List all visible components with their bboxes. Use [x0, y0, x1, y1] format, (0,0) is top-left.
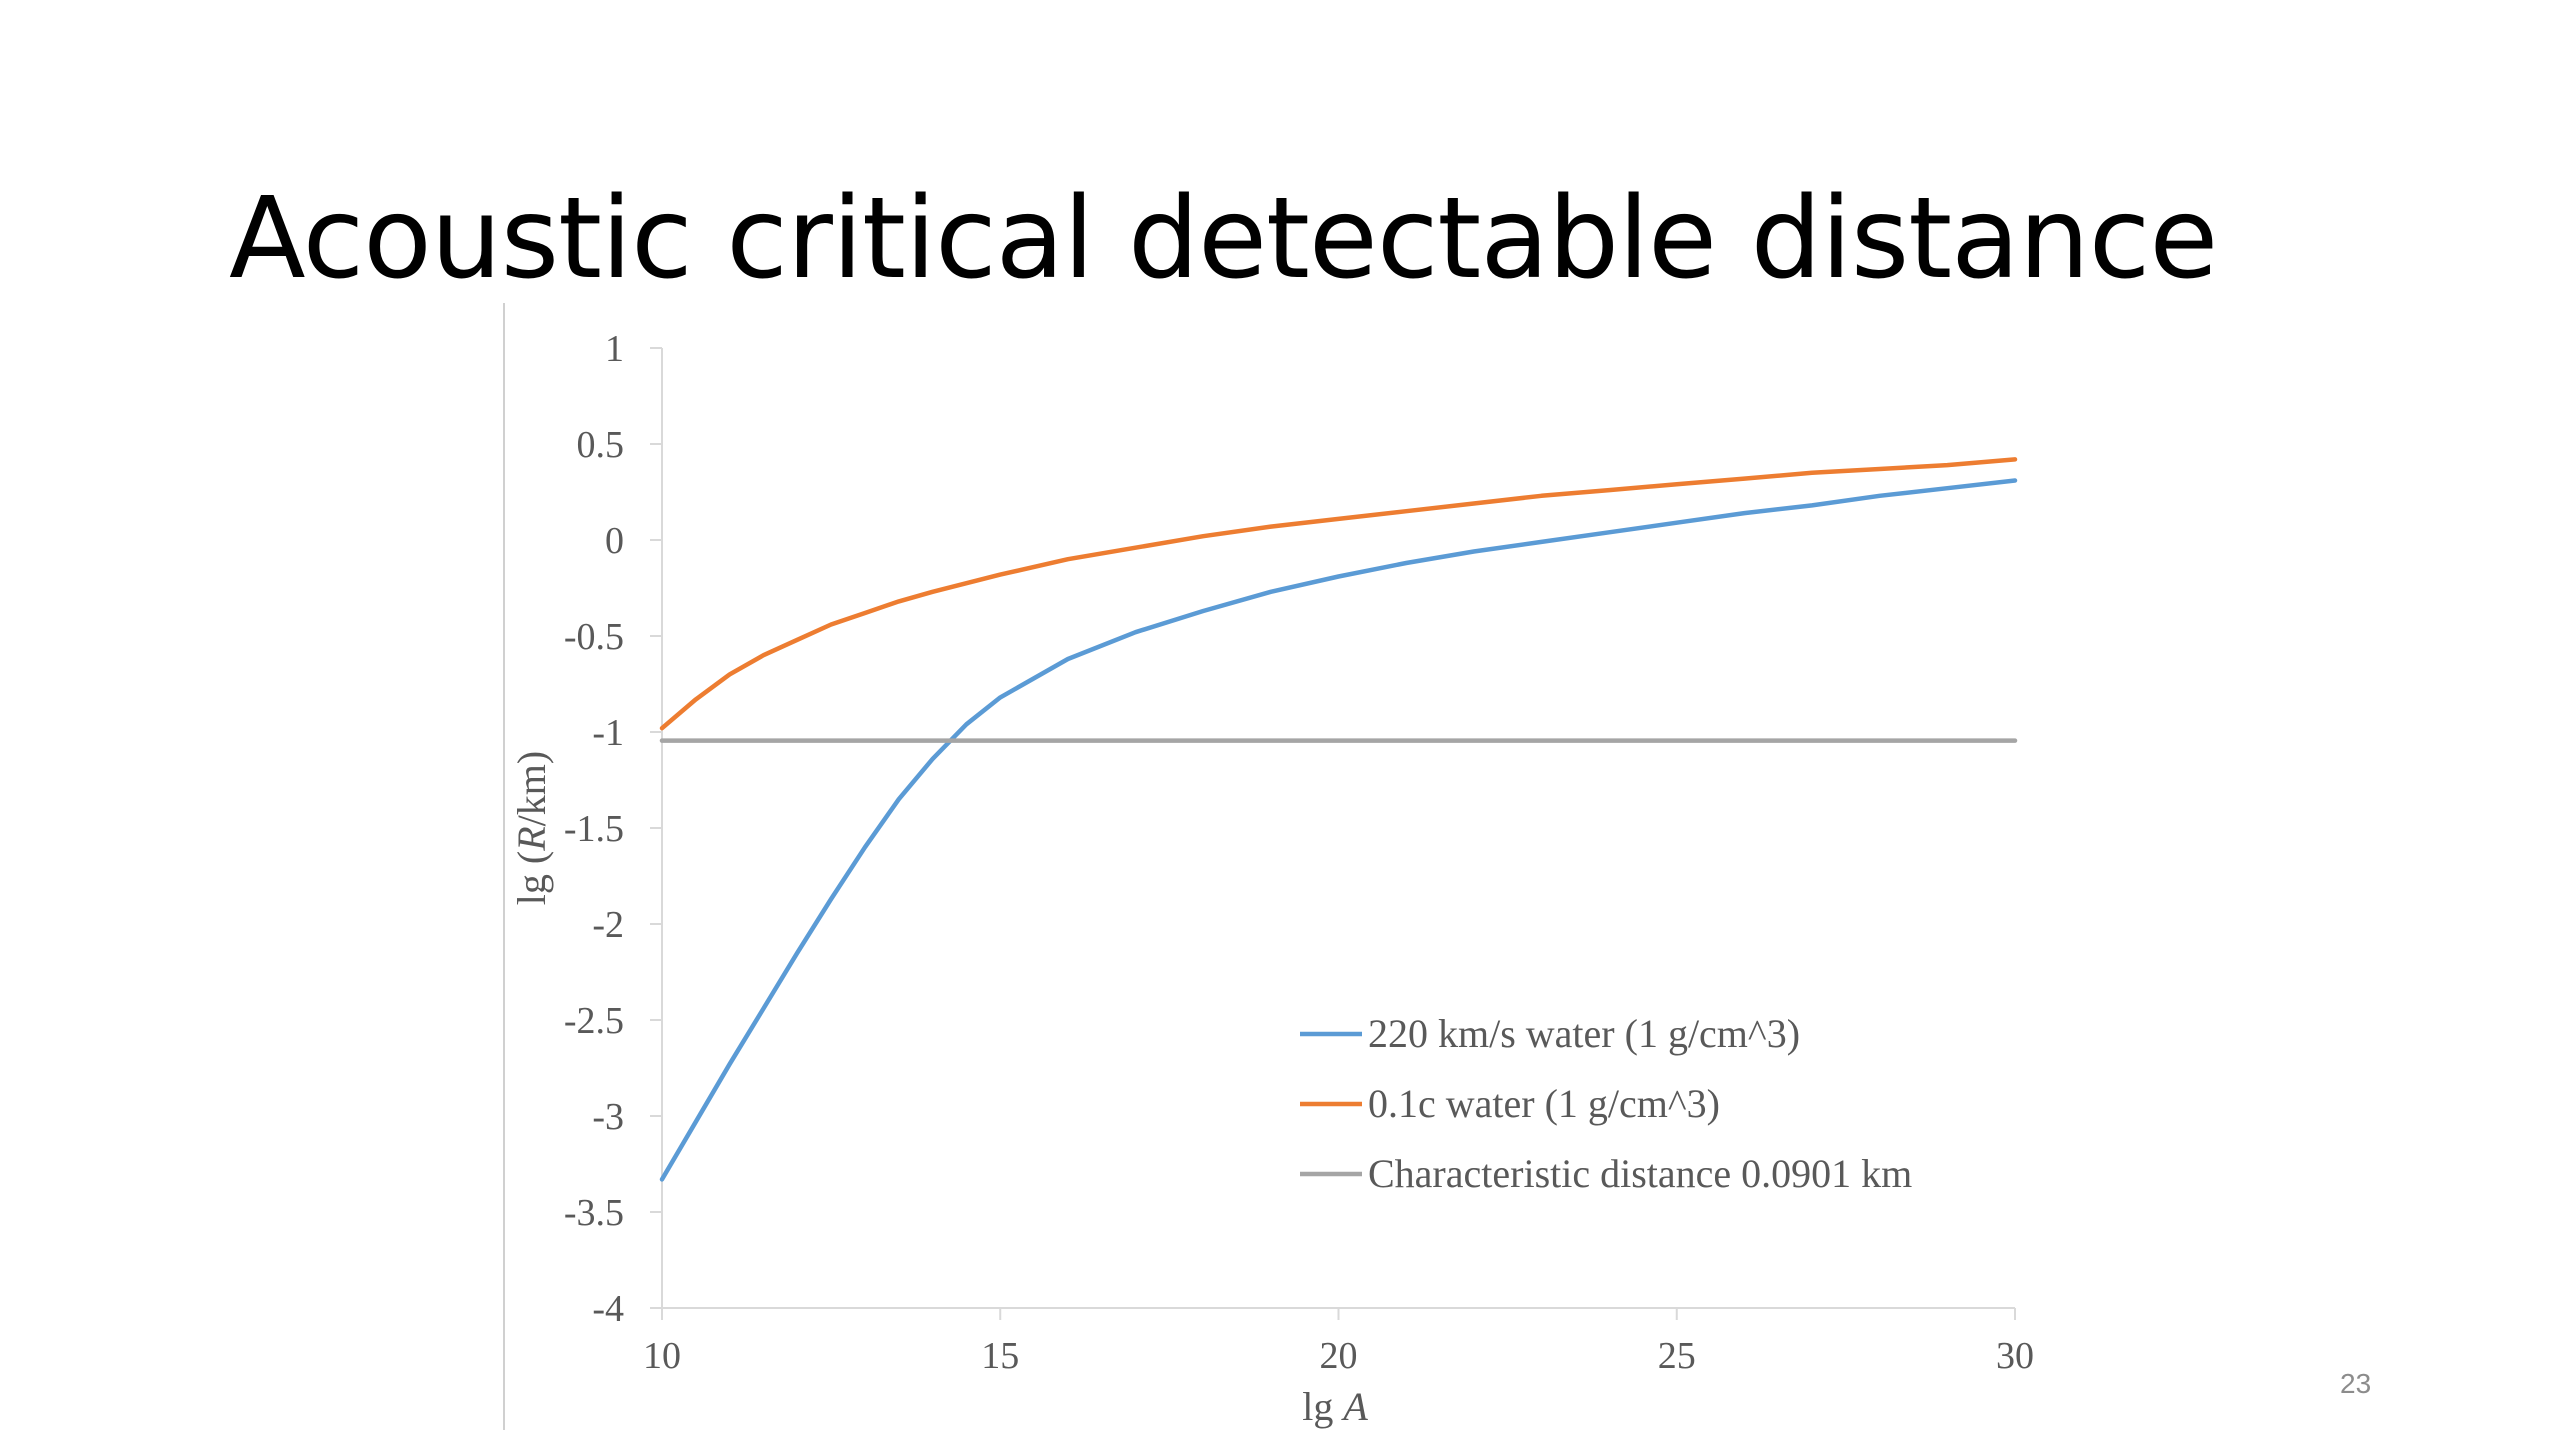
x-tick-label: 15	[981, 1335, 1019, 1377]
legend-label: 220 km/s water (1 g/cm^3)	[1368, 1011, 1800, 1056]
y-tick-label: -2	[592, 904, 624, 946]
legend-label: Characteristic distance 0.0901 km	[1368, 1151, 1912, 1196]
y-axis-label: lg (R/km)	[509, 751, 554, 905]
y-tick-label: 0.5	[577, 424, 625, 466]
y-tick-label: 1	[605, 328, 624, 370]
page-number: 23	[2340, 1368, 2372, 1399]
x-tick-label: 20	[1320, 1335, 1358, 1377]
series-line	[659, 457, 2018, 731]
chart-tick-labels: 1 0.5 0 -0.5 -1 -1.5 -2 -2.5 -3 -3.5 -4 10 15 20 25 30	[564, 328, 2034, 1377]
series-line	[659, 478, 2018, 1182]
chart-axes	[650, 347, 2016, 1320]
y-tick-label: -1	[592, 712, 624, 754]
y-tick-label: -3	[592, 1096, 624, 1138]
chart-legend: 220 km/s water (1 g/cm^3) 0.1c water (1 g…	[1300, 1011, 1912, 1196]
y-tick-label: -3.5	[564, 1192, 624, 1234]
y-tick-label: -1.5	[564, 808, 624, 850]
y-tick-label: -0.5	[564, 616, 624, 658]
y-tick-label: -4	[592, 1288, 624, 1330]
slide-title: Acoustic critical detectable distance	[229, 174, 2218, 304]
x-tick-label: 25	[1658, 1335, 1696, 1377]
x-tick-label: 30	[1996, 1335, 2034, 1377]
y-tick-label: 0	[605, 520, 624, 562]
chart-series	[659, 457, 2018, 1182]
y-tick-label: -2.5	[564, 1000, 624, 1042]
x-tick-label: 10	[643, 1335, 681, 1377]
x-axis-label: lg A	[1302, 1384, 1368, 1429]
legend-label: 0.1c water (1 g/cm^3)	[1368, 1081, 1720, 1126]
